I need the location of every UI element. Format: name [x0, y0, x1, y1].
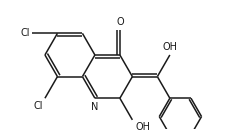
- Text: Cl: Cl: [20, 28, 29, 38]
- Text: OH: OH: [135, 122, 150, 132]
- Text: N: N: [91, 102, 99, 112]
- Text: Cl: Cl: [33, 101, 43, 111]
- Text: OH: OH: [162, 42, 177, 52]
- Text: O: O: [116, 17, 124, 27]
